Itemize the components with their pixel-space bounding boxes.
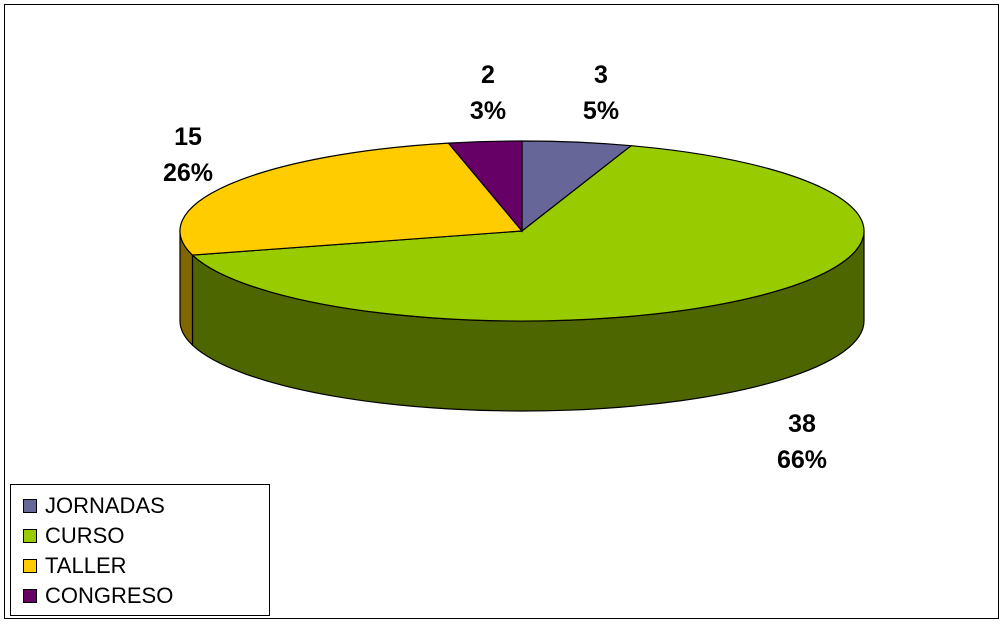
data-label-jornadas: 3 5% xyxy=(583,61,619,125)
legend-label-curso: CURSO xyxy=(45,523,125,548)
pie-slice-taller xyxy=(179,142,524,256)
pie-slice-congreso xyxy=(447,140,523,233)
legend-swatch-congreso xyxy=(23,589,37,603)
data-label-percent: 66% xyxy=(777,446,827,474)
legend-label-taller: TALLER xyxy=(45,553,127,578)
legend-swatch-taller xyxy=(23,559,37,573)
data-label-congreso: 2 3% xyxy=(470,61,506,125)
legend-item-jornadas: JORNADAS xyxy=(23,491,269,521)
data-label-taller: 15 26% xyxy=(163,123,213,187)
pie-slices xyxy=(179,140,865,322)
data-label-percent: 3% xyxy=(470,97,506,125)
data-labels: 3 5%38 66%15 26%2 3% xyxy=(163,61,827,474)
legend-swatch-curso xyxy=(23,529,37,543)
data-label-percent: 5% xyxy=(583,97,619,125)
legend-item-taller: TALLER xyxy=(23,551,269,581)
data-label-value: 38 xyxy=(788,410,816,438)
legend-label-congreso: CONGRESO xyxy=(45,583,174,608)
data-label-value: 2 xyxy=(481,61,495,89)
data-label-value: 3 xyxy=(594,61,608,89)
legend-item-curso: CURSO xyxy=(23,521,269,551)
legend-swatch-jornadas xyxy=(23,499,37,513)
legend: JORNADAS CURSO TALLER CONGRESO xyxy=(10,484,270,616)
legend-label-jornadas: JORNADAS xyxy=(45,493,165,518)
legend-item-congreso: CONGRESO xyxy=(23,581,269,611)
data-label-value: 15 xyxy=(174,123,202,151)
data-label-percent: 26% xyxy=(163,159,213,187)
data-label-curso: 38 66% xyxy=(777,410,827,474)
pie-slice-curso xyxy=(191,145,865,322)
